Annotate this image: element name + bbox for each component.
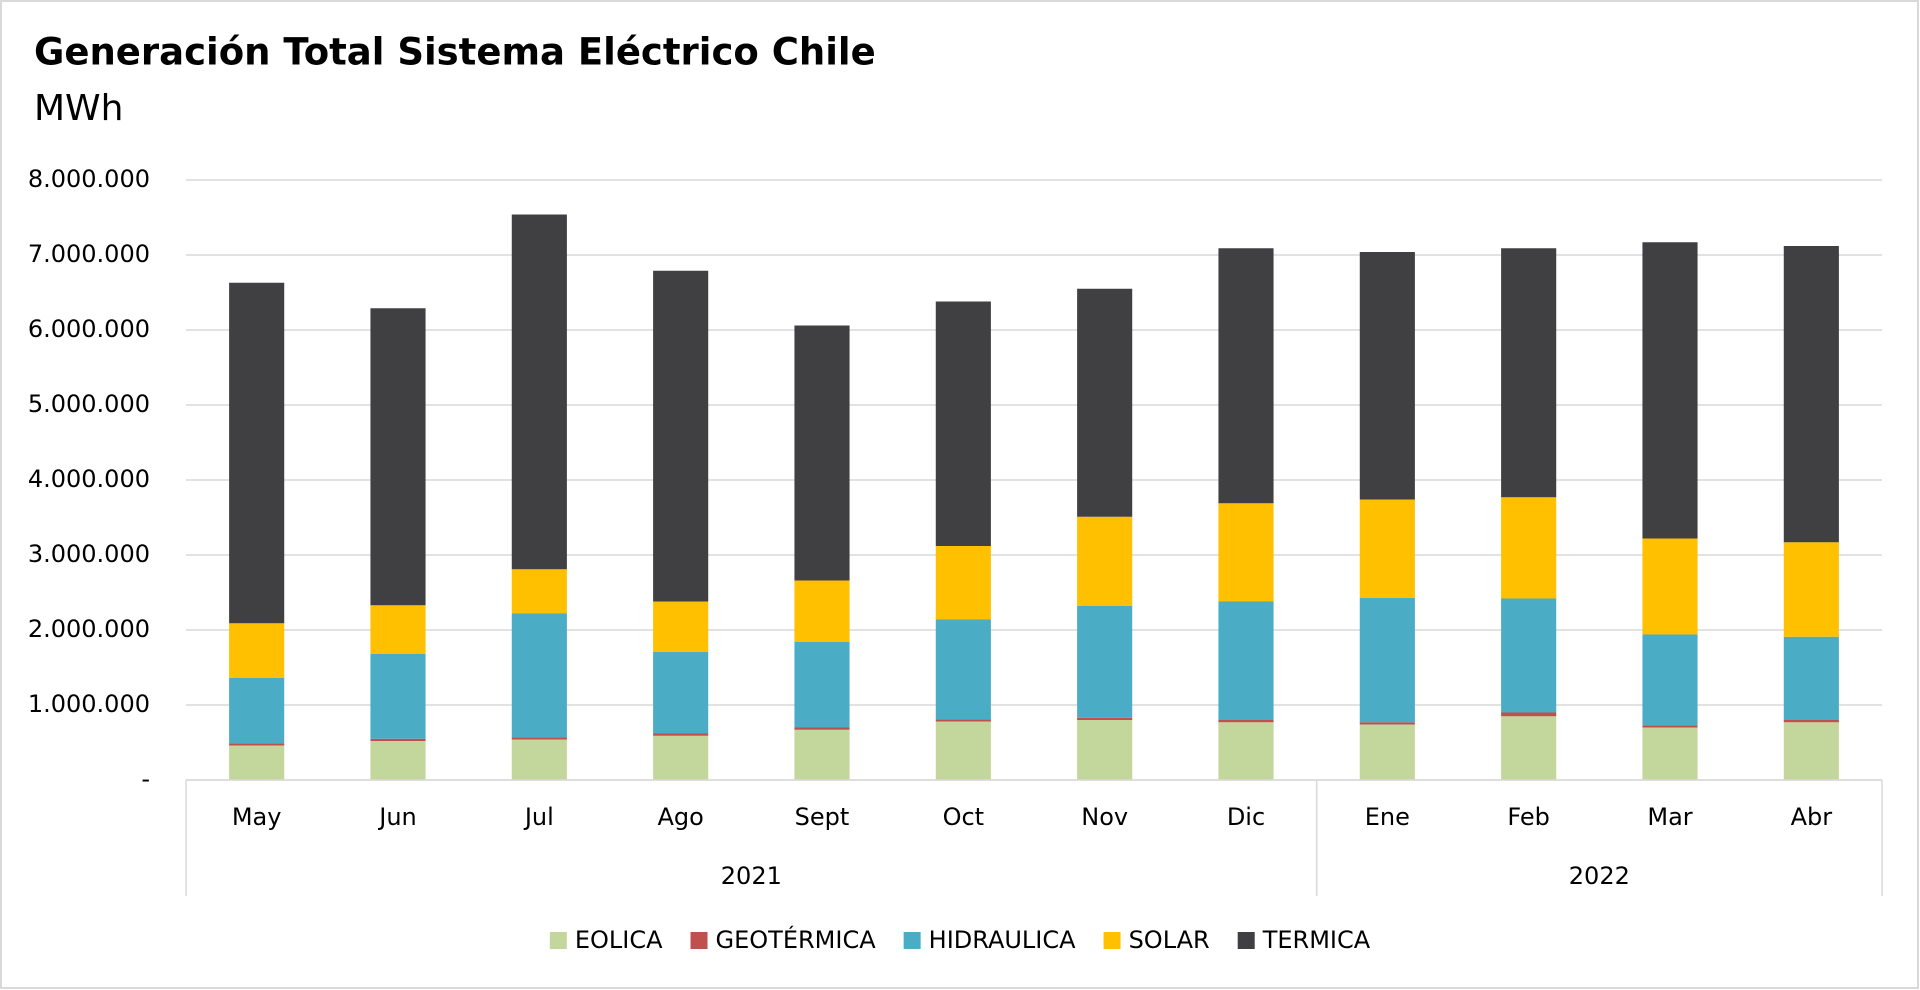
bar-segment: [511, 737, 567, 740]
bar-segment: [1218, 722, 1274, 780]
bar-segment: [1077, 717, 1133, 720]
group-label: 2022: [1569, 862, 1630, 890]
bar-segment: [1501, 598, 1557, 713]
bar-segment: [1642, 242, 1698, 539]
bar-segment: [1501, 248, 1557, 498]
x-tick-label: Sept: [795, 803, 850, 831]
legend-label: EOLICA: [575, 926, 663, 954]
bar-segment: [935, 721, 991, 780]
bar-segment: [653, 651, 709, 734]
bar-segment: [1359, 597, 1415, 723]
bar-segment: [935, 546, 991, 620]
bar-segment: [794, 580, 850, 642]
bar-segment: [229, 678, 285, 744]
bar-segment: [1218, 248, 1274, 504]
x-tick-label: Nov: [1081, 803, 1128, 831]
bar-segment: [229, 282, 285, 624]
bar-segment: [1218, 503, 1274, 602]
y-tick-label: 7.000.000: [28, 240, 150, 268]
x-tick-label: Jun: [377, 803, 417, 831]
y-tick-label: -: [141, 765, 150, 793]
bar-segment: [653, 270, 709, 602]
x-tick-label: Ago: [657, 803, 703, 831]
x-tick-label: Jul: [523, 803, 554, 831]
y-tick-label: 4.000.000: [28, 465, 150, 493]
bar-segment: [511, 569, 567, 614]
y-tick-label: 8.000.000: [28, 165, 150, 193]
bar-segment: [1218, 601, 1274, 720]
y-tick-label: 2.000.000: [28, 615, 150, 643]
bar-segment: [1218, 720, 1274, 723]
bar-segment: [794, 727, 850, 730]
bar-segment: [1642, 727, 1698, 780]
bar-segment: [370, 605, 426, 654]
bar-segment: [229, 745, 285, 780]
bar-segment: [1359, 722, 1415, 725]
bar-segment: [794, 729, 850, 780]
bar-segment: [1501, 716, 1557, 780]
bar-segment: [370, 308, 426, 606]
legend-swatch: [690, 932, 708, 949]
bar-segment: [370, 741, 426, 780]
bar-segment: [1077, 288, 1133, 517]
x-tick-label: Abr: [1791, 803, 1833, 831]
bar-segment: [935, 301, 991, 546]
bar-segment: [1077, 720, 1133, 780]
y-tick-label: 6.000.000: [28, 315, 150, 343]
bar-segment: [935, 719, 991, 722]
bar-segment: [1783, 542, 1839, 637]
x-tick-label: Dic: [1227, 803, 1265, 831]
bar-segment: [1501, 497, 1557, 599]
bar-segment: [229, 623, 285, 678]
bar-segment: [1359, 724, 1415, 780]
bar-segment: [370, 738, 426, 741]
bar-segment: [1642, 634, 1698, 726]
bar-segment: [935, 619, 991, 720]
bar-segment: [653, 733, 709, 736]
bar-segment: [370, 654, 426, 739]
bar-segment: [1783, 722, 1839, 780]
x-tick-label: Feb: [1507, 803, 1550, 831]
bar-segment: [229, 743, 285, 746]
y-tick-label: 3.000.000: [28, 540, 150, 568]
bar-segment: [1642, 538, 1698, 635]
legend-label: HIDRAULICA: [929, 926, 1077, 954]
bar-segment: [511, 613, 567, 738]
chart-title: Generación Total Sistema Eléctrico Chile: [34, 31, 876, 74]
bar-segment: [1359, 499, 1415, 598]
bar-segment: [653, 735, 709, 780]
bar-segment: [1783, 720, 1839, 723]
bar-segment: [1783, 636, 1839, 720]
bar-segment: [1642, 725, 1698, 728]
legend-swatch: [549, 932, 567, 949]
x-tick-label: Oct: [943, 803, 985, 831]
legend-swatch: [1103, 932, 1121, 949]
bar-segment: [1077, 606, 1133, 718]
chart-subtitle: MWh: [34, 88, 123, 129]
y-tick-label: 5.000.000: [28, 390, 150, 418]
bar-segment: [1359, 252, 1415, 500]
x-tick-label: Mar: [1647, 803, 1692, 831]
x-tick-label: Ene: [1365, 803, 1410, 831]
legend-label: SOLAR: [1129, 926, 1210, 954]
bar-segment: [1783, 246, 1839, 543]
bar-segment: [794, 325, 850, 581]
group-label: 2021: [721, 862, 782, 890]
bar-segment: [511, 739, 567, 780]
y-tick-label: 1.000.000: [28, 690, 150, 718]
legend-label: GEOTÉRMICA: [716, 925, 877, 954]
bar-segment: [511, 214, 567, 570]
legend-label: TERMICA: [1262, 926, 1371, 954]
bar-segment: [653, 601, 709, 652]
legend-swatch: [1237, 932, 1255, 949]
legend-swatch: [903, 932, 921, 949]
bar-segment: [1077, 516, 1133, 606]
bar-segment: [1501, 712, 1557, 717]
bar-segment: [794, 642, 850, 728]
x-tick-label: May: [232, 803, 282, 831]
